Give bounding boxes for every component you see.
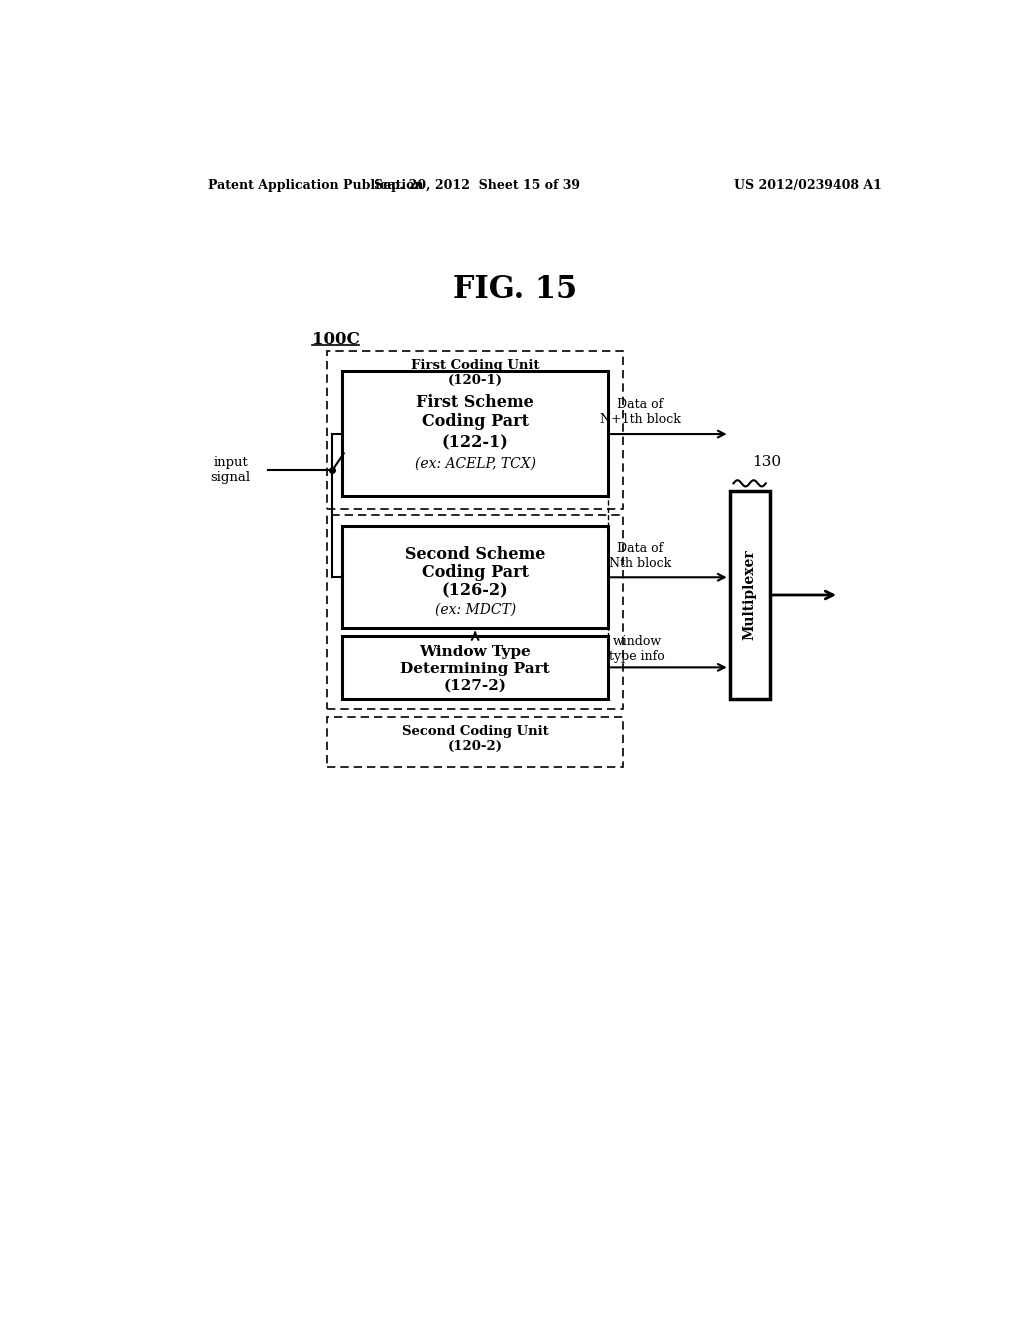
Bar <box>342 371 608 496</box>
Text: Determining Part: Determining Part <box>400 661 550 676</box>
Bar <box>327 351 624 508</box>
Text: (127-2): (127-2) <box>443 678 507 693</box>
Text: US 2012/0239408 A1: US 2012/0239408 A1 <box>734 178 882 191</box>
Text: Coding Part: Coding Part <box>422 413 528 430</box>
Bar <box>342 527 608 628</box>
Text: Second Coding Unit
(120-2): Second Coding Unit (120-2) <box>401 725 549 752</box>
Text: (ex: ACELP, TCX): (ex: ACELP, TCX) <box>415 457 536 471</box>
Text: First Coding Unit
(120-1): First Coding Unit (120-1) <box>411 359 540 387</box>
Text: input
signal: input signal <box>211 457 251 484</box>
Bar <box>730 491 770 700</box>
Text: First Scheme: First Scheme <box>417 393 534 411</box>
Text: Coding Part: Coding Part <box>422 564 528 581</box>
Text: Data of
N+1th block: Data of N+1th block <box>600 399 681 426</box>
Text: FIG. 15: FIG. 15 <box>454 273 578 305</box>
Text: Patent Application Publication: Patent Application Publication <box>208 178 423 191</box>
Text: Sep. 20, 2012  Sheet 15 of 39: Sep. 20, 2012 Sheet 15 of 39 <box>374 178 580 191</box>
Text: 130: 130 <box>752 455 781 469</box>
Text: Data of
Nth block: Data of Nth block <box>609 541 672 570</box>
Text: (122-1): (122-1) <box>441 434 509 451</box>
Bar <box>342 636 608 700</box>
Bar <box>327 717 624 767</box>
Text: (126-2): (126-2) <box>441 582 509 599</box>
Text: window
type info: window type info <box>609 635 666 663</box>
Text: Window Type: Window Type <box>419 645 531 659</box>
Text: Second Scheme: Second Scheme <box>404 545 546 562</box>
Bar <box>327 515 624 709</box>
Text: Multiplexer: Multiplexer <box>742 549 757 640</box>
Text: (ex: MDCT): (ex: MDCT) <box>434 603 516 616</box>
Text: 100C: 100C <box>311 331 359 348</box>
